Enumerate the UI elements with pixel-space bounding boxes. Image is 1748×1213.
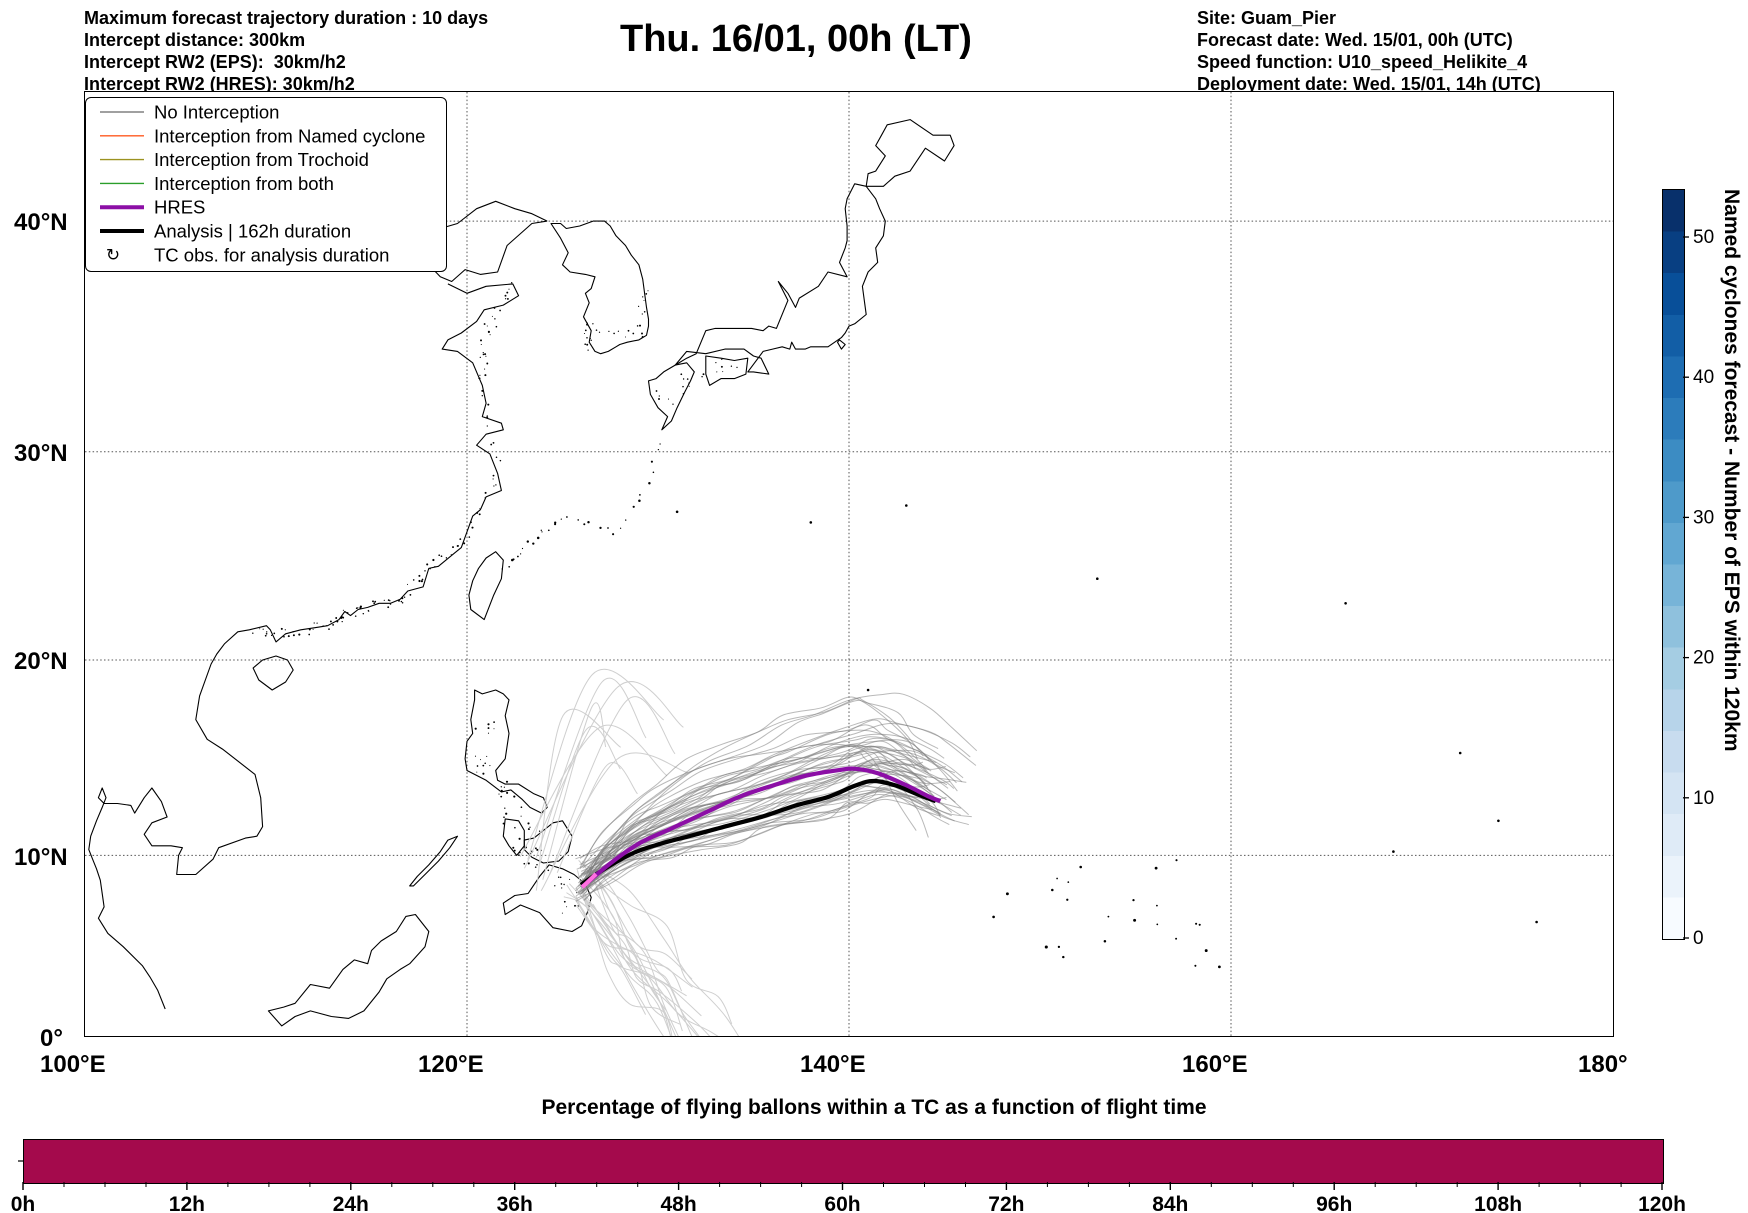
svg-text:48h: 48h: [661, 1193, 697, 1213]
svg-text:↻: ↻: [106, 246, 120, 265]
svg-text:0h: 0h: [11, 1193, 36, 1213]
svg-text:84h: 84h: [1152, 1193, 1188, 1213]
svg-text:96h: 96h: [1316, 1193, 1352, 1213]
svg-text:20: 20: [1693, 648, 1714, 669]
svg-text:30: 30: [1693, 507, 1714, 528]
svg-text:Interception from both: Interception from both: [154, 173, 334, 194]
svg-text:TC obs. for analysis duration: TC obs. for analysis duration: [154, 244, 389, 265]
svg-text:12h: 12h: [169, 1193, 205, 1213]
svg-text:HRES: HRES: [154, 197, 205, 218]
svg-text:50: 50: [1693, 227, 1714, 248]
svg-text:Interception from Named cyclon: Interception from Named cyclone: [154, 125, 425, 146]
svg-text:120h: 120h: [1638, 1193, 1686, 1213]
svg-text:0: 0: [1693, 928, 1704, 949]
svg-text:72h: 72h: [988, 1193, 1024, 1213]
svg-text:10: 10: [1693, 788, 1714, 809]
svg-text:40: 40: [1693, 367, 1714, 388]
svg-text:Interception from Trochoid: Interception from Trochoid: [154, 149, 369, 170]
svg-text:108h: 108h: [1474, 1193, 1522, 1213]
svg-text:Analysis | 162h duration: Analysis | 162h duration: [154, 221, 351, 242]
svg-text:60h: 60h: [824, 1193, 860, 1213]
svg-text:36h: 36h: [497, 1193, 533, 1213]
svg-text:24h: 24h: [333, 1193, 369, 1213]
svg-text:No Interception: No Interception: [154, 102, 279, 123]
